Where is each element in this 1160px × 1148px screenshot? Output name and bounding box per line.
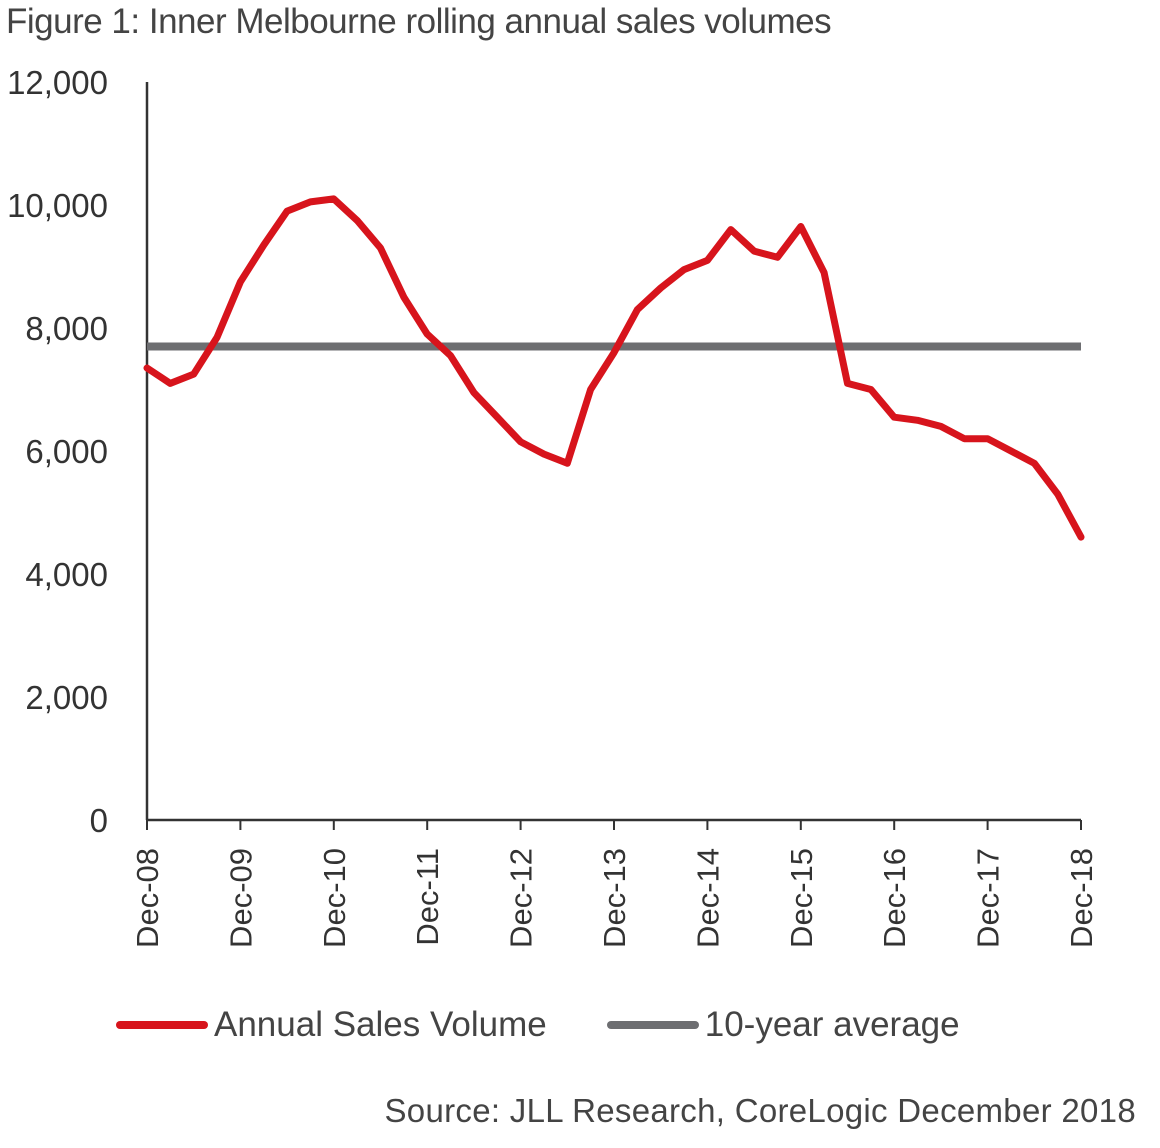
- y-tick-label: 2,000: [25, 679, 108, 716]
- x-tick-label: Dec-12: [504, 848, 539, 948]
- y-tick-label: 6,000: [25, 433, 108, 470]
- x-tick-label: Dec-15: [784, 848, 819, 948]
- x-tick-label: Dec-18: [1064, 848, 1099, 948]
- x-tick-label: Dec-09: [223, 848, 258, 948]
- series-layer: [143, 195, 1085, 541]
- y-tick-label: 8,000: [25, 310, 108, 347]
- y-tick-label: 0: [90, 802, 108, 839]
- x-tick-label: Dec-17: [971, 848, 1006, 948]
- x-tick-label: Dec-11: [410, 848, 445, 946]
- legend: Annual Sales Volume 10-year average: [116, 1005, 1020, 1045]
- y-tick-label: 4,000: [25, 556, 108, 593]
- line-chart: 0 2,000 4,000 6,000 8,000 10,000 12,000 Dec-08…: [7, 64, 1099, 948]
- x-tick-label: Dec-10: [317, 848, 352, 948]
- y-tick-label: 12,000: [7, 64, 108, 101]
- chart-title: Figure 1: Inner Melbourne rolling annual…: [6, 2, 832, 41]
- series-line-annual-sales-volume: [143, 195, 1085, 541]
- x-tick-label: Dec-14: [690, 848, 725, 948]
- x-tick-label: Dec-13: [597, 848, 632, 948]
- legend-label: 10-year average: [704, 1005, 960, 1044]
- y-tick-label: 10,000: [7, 187, 108, 224]
- legend-swatch-red: [116, 1021, 208, 1029]
- legend-item-annual-sales: Annual Sales Volume: [116, 1005, 547, 1045]
- y-axis-ticks: 0 2,000 4,000 6,000 8,000 10,000 12,000: [7, 64, 108, 839]
- x-tick-label: Dec-16: [877, 848, 912, 948]
- x-axis-ticks: Dec-08 Dec-09 Dec-10 Dec-11 Dec-12 Dec-13 Dec-…: [130, 820, 1099, 948]
- legend-item-average: 10-year average: [606, 1005, 960, 1045]
- source-note: Source: JLL Research, CoreLogic December…: [384, 1092, 1136, 1129]
- legend-label: Annual Sales Volume: [214, 1005, 547, 1044]
- x-tick-label: Dec-08: [130, 848, 165, 948]
- legend-swatch-grey: [606, 1021, 699, 1029]
